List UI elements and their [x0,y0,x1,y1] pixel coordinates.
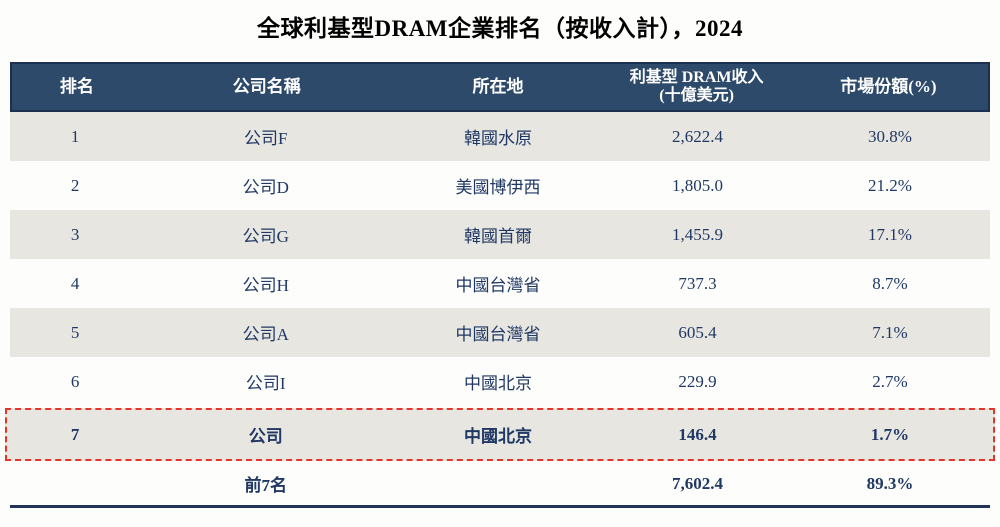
rank-cell: 6 [70,371,80,391]
header-rank: 排名 [59,77,94,97]
revenue-cell: 605.4 [678,322,717,342]
table-row-highlighted: 7 公司 中國北京 146.4 1.7% [5,408,995,461]
title-row: 全球利基型DRAM企業排名（按收入計），2024 [0,0,1000,62]
company-cell: 公司F [244,129,288,148]
header-revenue: 利基型 DRAM收入 (十億美元) [604,69,788,106]
header-revenue-line2: (十億美元) [659,87,734,104]
share-cell: 1.7% [870,424,910,444]
revenue-cell: 229.9 [678,371,717,391]
location-cell: 韓國水原 [464,129,533,148]
table-row: 6 公司I 中國北京 229.9 2.7% [10,357,990,406]
revenue-cell: 2,622.4 [671,126,723,146]
table-row: 3 公司G 韓國首爾 1,455.9 17.1% [10,210,990,259]
company-cell: 公司H [242,276,289,295]
footer-share-total: 89.3% [866,473,914,493]
table-body: 1 公司F 韓國水原 2,622.4 30.8% 2 公司D 美國博伊西 1,805.0 21.2… [5,112,995,461]
header-share: 市場份額(%) [840,77,937,97]
footer-label: 前7名 [244,476,288,495]
company-cell: 公司A [242,325,289,344]
table-row: 2 公司D 美國博伊西 1,805.0 21.2% [10,161,990,210]
company-cell: 公司I [245,374,286,393]
company-cell: 公司 [248,427,283,446]
ranking-table: 排名 公司名稱 所在地 利基型 DRAM收入 (十億美元) 市場份額(%) 1 公… [5,62,995,508]
rank-cell: 1 [70,126,80,146]
header-location: 所在地 [472,77,524,97]
share-cell: 8.7% [872,273,908,293]
table-footer-row: 前7名 7,602.4 89.3% [10,462,990,508]
footer-revenue-total: 7,602.4 [671,473,723,493]
table-row: 5 公司A 中國台灣省 605.4 7.1% [10,308,990,357]
location-cell: 美國博伊西 [455,178,541,197]
rank-cell: 4 [70,273,80,293]
table-header-row: 排名 公司名稱 所在地 利基型 DRAM收入 (十億美元) 市場份額(%) [10,62,990,112]
share-cell: 7.1% [872,322,908,342]
header-company: 公司名稱 [232,77,301,97]
location-cell: 中國台灣省 [455,276,541,295]
company-cell: 公司G [242,227,289,246]
revenue-cell: 1,805.0 [671,175,723,195]
header-revenue-line1: 利基型 DRAM收入 [629,68,764,86]
rank-cell: 5 [70,322,80,342]
rank-cell: 7 [70,424,80,444]
rank-cell: 3 [70,224,80,244]
table-row: 4 公司H 中國台灣省 737.3 8.7% [10,259,990,308]
share-cell: 30.8% [868,126,912,146]
location-cell: 中國台灣省 [455,325,541,344]
table-row: 1 公司F 韓國水原 2,622.4 30.8% [10,112,990,161]
revenue-cell: 1,455.9 [671,224,723,244]
company-cell: 公司D [242,178,289,197]
location-cell: 中國北京 [464,374,533,393]
revenue-cell: 737.3 [678,273,717,293]
share-cell: 21.2% [868,175,912,195]
revenue-cell: 146.4 [678,424,717,444]
page-title: 全球利基型DRAM企業排名（按收入計），2024 [256,16,744,41]
location-cell: 韓國首爾 [464,227,533,246]
share-cell: 17.1% [868,224,912,244]
rank-cell: 2 [70,175,80,195]
location-cell: 中國北京 [464,427,533,446]
share-cell: 2.7% [872,371,908,391]
